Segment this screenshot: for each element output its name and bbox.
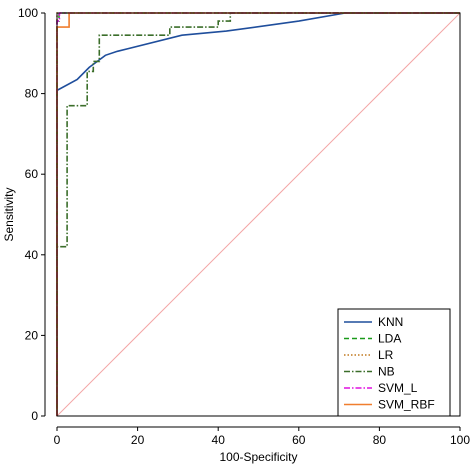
x-tick-label: 20 — [131, 433, 145, 447]
legend: KNN LDA LR NB SVM_L SVM_RBF — [337, 308, 451, 417]
x-tick-label: 0 — [54, 433, 61, 447]
legend-box — [337, 308, 451, 417]
x-tick-label: 60 — [292, 433, 306, 447]
axis-layer: 0 20 40 60 80 100 0 20 40 60 80 100 — [18, 6, 470, 447]
legend-label-svm-l: SVM_L — [378, 381, 418, 395]
reference-line-layer — [56, 12, 461, 417]
reference-diagonal-line — [56, 12, 461, 417]
legend-label-lr: LR — [378, 348, 394, 362]
x-tick-label: 40 — [212, 433, 226, 447]
y-tick-label: 60 — [25, 167, 39, 181]
legend-label-nb: NB — [378, 365, 395, 379]
legend-label-svm-rbf: SVM_RBF — [378, 398, 435, 412]
y-tick-label: 80 — [25, 87, 39, 101]
series-line-knn — [56, 12, 460, 416]
x-axis-title: 100-Specificity — [219, 450, 297, 464]
series-line-nb — [56, 12, 460, 416]
x-tick-label: 80 — [373, 433, 387, 447]
y-tick-label: 20 — [25, 328, 39, 342]
y-tick-label: 100 — [18, 6, 38, 20]
legend-label-knn: KNN — [378, 315, 403, 329]
x-tick-label: 100 — [450, 433, 470, 447]
y-tick-label: 0 — [31, 409, 38, 423]
legend-label-lda: LDA — [378, 332, 401, 346]
y-tick-label: 40 — [25, 248, 39, 262]
plot-frame — [56, 12, 461, 417]
y-axis-title: Sensitivity — [2, 187, 16, 241]
